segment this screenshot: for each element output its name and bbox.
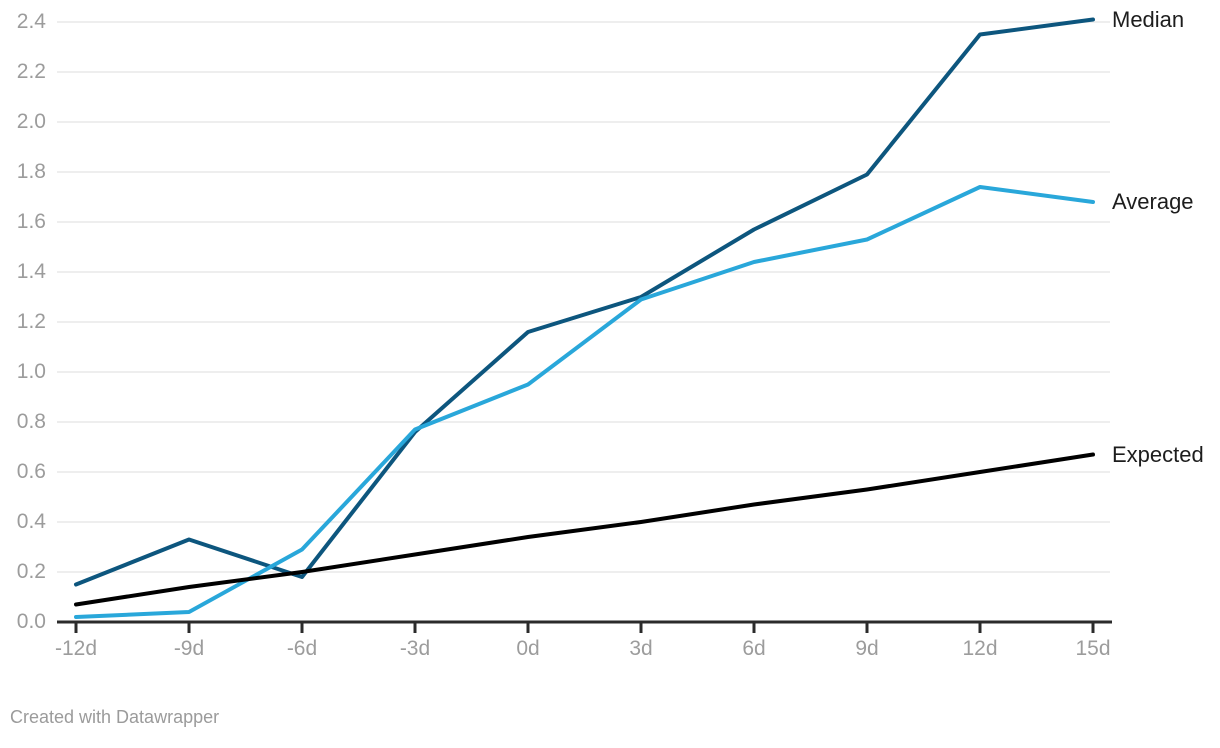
x-tick-label--6d: -6d [286,637,318,660]
x-tick-label-0d: 0d [516,637,540,660]
y-tick-label-1.8: 1.8 [16,160,46,183]
y-tick-label-1.6: 1.6 [16,210,46,233]
y-tick-label-0.0: 0.0 [16,610,46,633]
series-line-expected [74,452,1095,607]
x-tick-label-9d: 9d [855,637,879,660]
x-tick-label--12d: -12d [54,637,98,660]
series-label-average: Average [1112,189,1194,214]
x-tick-label-12d: 12d [962,637,998,660]
x-tick-label--3d: -3d [399,637,431,660]
series-line-median [74,17,1095,587]
x-tick-label-6d: 6d [742,637,766,660]
x-tick-label--9d: -9d [173,637,205,660]
series-label-median: Median [1112,6,1185,32]
y-tick-label-2.0: 2.0 [16,110,46,133]
x-tick-label-15d: 15d [1075,637,1111,660]
y-tick-label-0.8: 0.8 [16,410,46,433]
series-label-expected: Expected [1112,441,1204,467]
x-tick-label-3d: 3d [629,637,653,660]
y-tick-label-1.0: 1.0 [16,360,46,383]
y-tick-label-2.4: 2.4 [16,10,46,33]
y-tick-label-1.4: 1.4 [16,260,46,283]
attribution-text: Created with Datawrapper [10,707,220,727]
y-tick-label-0.6: 0.6 [16,460,46,483]
y-tick-label-0.4: 0.4 [16,510,46,533]
y-tick-label-1.2: 1.2 [16,310,46,333]
y-tick-label-2.2: 2.2 [16,60,46,83]
y-tick-label-0.2: 0.2 [16,560,46,583]
